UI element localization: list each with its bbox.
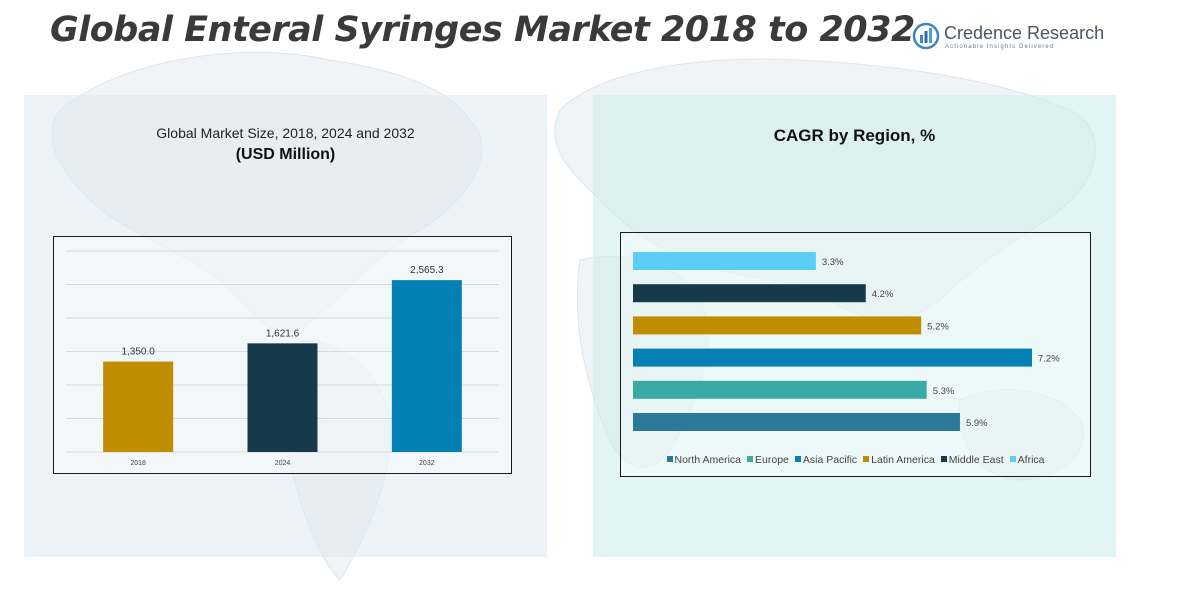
value-label-2024: 1,621.6 — [266, 328, 300, 339]
bar-latin-america — [633, 316, 922, 335]
legend-label: Middle East — [948, 454, 1004, 466]
tick-label-2018: 2018 — [130, 460, 146, 467]
value-label-europe: 5.3% — [933, 386, 955, 397]
legend-item-north-america: North America — [666, 454, 742, 466]
bar-asia-pacific — [633, 348, 1032, 367]
tick-label-2032: 2032 — [419, 460, 435, 467]
legend-label: North America — [674, 454, 742, 466]
legend-label: Asia Pacific — [802, 454, 858, 466]
value-label-latin-america: 5.2% — [927, 321, 949, 332]
legend-swatch — [794, 456, 801, 462]
legend-swatch — [1009, 456, 1016, 462]
legend-label: Europe — [755, 454, 789, 466]
legend-swatch — [863, 456, 870, 462]
market-size-chart: 1,350.0 2018 1,621.6 2024 2,565.3 2032 — [53, 236, 512, 474]
legend-item-asia-pacific: Asia Pacific — [794, 454, 858, 466]
value-label-2032: 2,565.3 — [410, 265, 444, 276]
bar-2024 — [247, 343, 318, 452]
legend-swatch — [940, 456, 947, 462]
logo-name: Credence Research — [944, 23, 1105, 43]
legend-item-europe: Europe — [747, 454, 789, 466]
page-title: Global Enteral Syringes Market 2018 to 2… — [50, 10, 915, 50]
cagr-legend: North America Europe Asia Pacific Latin Ame… — [621, 454, 1090, 466]
legend-label: Latin America — [871, 454, 935, 466]
legend-item-africa: Africa — [1009, 454, 1045, 466]
cagr-chart: 3.3% 4.2% 5.2% 7.2% 5.3% 5.9% North America Eu… — [620, 232, 1091, 477]
market-size-bar-chart: 1,350.0 2018 1,621.6 2024 2,565.3 2032 — [66, 250, 499, 467]
value-label-asia-pacific: 7.2% — [1038, 354, 1060, 365]
bar-africa — [633, 252, 816, 270]
value-label-north-america: 5.9% — [966, 418, 988, 429]
legend-label: Africa — [1017, 454, 1045, 466]
bar-2032 — [391, 280, 462, 452]
market-size-title: Global Market Size, 2018, 2024 and 2032 — [156, 125, 415, 141]
market-size-unit: (USD Million) — [235, 146, 336, 163]
legend-swatch — [666, 456, 673, 462]
credence-research-logo: Credence Research Actionable Insights De… — [912, 22, 1104, 54]
bar-europe — [633, 380, 927, 399]
bar-middle-east — [633, 284, 866, 303]
value-label-africa: 3.3% — [822, 257, 844, 268]
legend-swatch — [747, 456, 754, 462]
cagr-title: CAGR by Region, % — [773, 126, 936, 145]
legend-item-middle-east: Middle East — [940, 454, 1004, 466]
logo-tagline: Actionable Insights Delivered — [945, 44, 1055, 50]
tick-label-2024: 2024 — [275, 460, 291, 467]
value-label-middle-east: 4.2% — [872, 289, 894, 300]
cagr-bar-chart: 3.3% 4.2% 5.2% 7.2% 5.3% 5.9% — [633, 252, 1060, 431]
legend-item-latin-america: Latin America — [863, 454, 935, 466]
bar-2018 — [103, 361, 174, 452]
bar-north-america — [633, 413, 960, 431]
bar-chart-logo-icon — [912, 22, 940, 50]
value-label-2018: 1,350.0 — [121, 347, 155, 358]
